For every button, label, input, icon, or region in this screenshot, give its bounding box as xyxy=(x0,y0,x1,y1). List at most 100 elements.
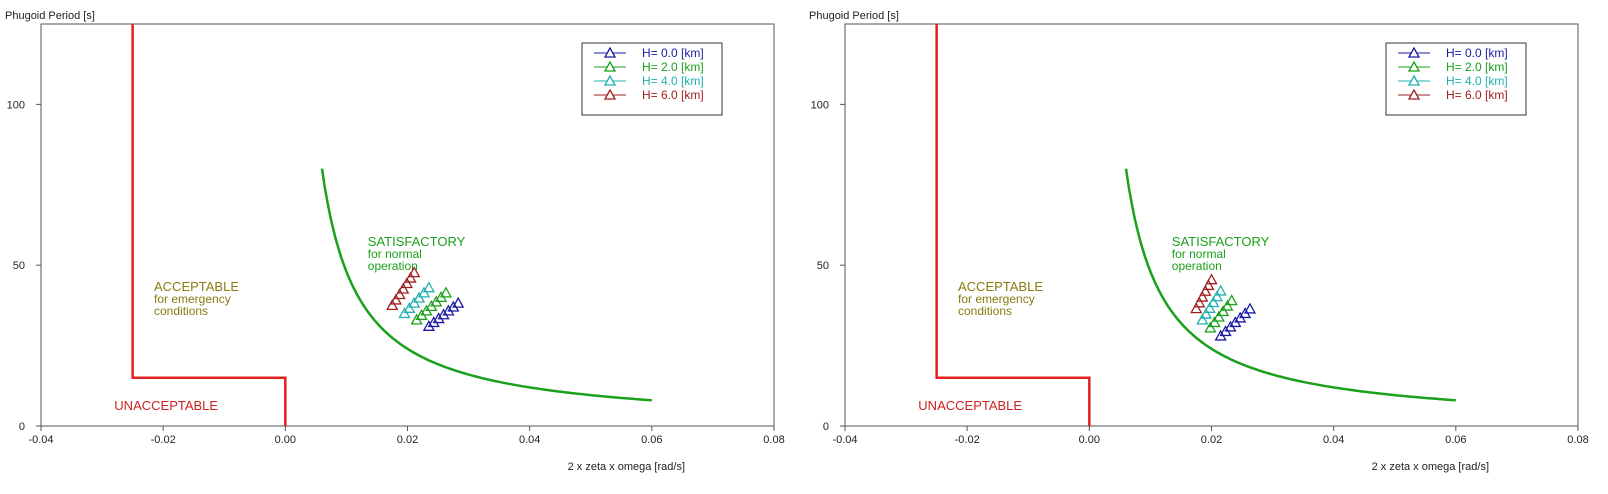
data-point-triangle xyxy=(1196,290,1209,302)
chart-svg: -0.04 -0.02 0.00 0.02 0.04 0.06 0.08 0 50 100 Phug… xyxy=(5,10,785,473)
x-tick-label: 0.00 xyxy=(275,434,296,446)
region-label-line: ACCEPTABLE xyxy=(154,279,239,294)
x-tick-label: 0.04 xyxy=(1323,434,1344,446)
y-tick-label: 50 xyxy=(817,260,829,272)
data-point-triangle xyxy=(439,286,453,298)
region-label-line: UNACCEPTABLE xyxy=(918,398,1022,413)
y-tick-label: 50 xyxy=(13,260,25,272)
region-label-line: for emergency xyxy=(154,292,231,306)
x-tick-label: -0.04 xyxy=(832,434,857,446)
x-tick-label: 0.00 xyxy=(1079,434,1100,446)
x-tick-label: 0.06 xyxy=(641,434,662,446)
region-label-line: for normal xyxy=(1172,247,1226,261)
y-tick-label: 0 xyxy=(19,421,25,433)
unacceptable-boundary-line xyxy=(131,24,287,426)
data-point-triangle xyxy=(1221,299,1234,311)
data-point-triangle xyxy=(1203,301,1216,313)
region-label-line: operation xyxy=(1172,259,1222,273)
region-label-line: conditions xyxy=(154,304,208,318)
data-point-triangle xyxy=(404,271,417,283)
data-point-triangle xyxy=(408,266,421,278)
legend-swatch-triangle xyxy=(1407,46,1421,58)
x-tick-label: -0.04 xyxy=(28,434,53,446)
legend-swatch-triangle xyxy=(1407,88,1421,100)
legend-label: H= 2.0 [km] xyxy=(1446,60,1508,74)
legend: H= 0.0 [km]H= 2.0 [km]H= 4.0 [km]H= 6.0 … xyxy=(1385,42,1527,116)
legend-swatch-triangle xyxy=(1407,74,1421,86)
data-point-triangle xyxy=(1243,302,1257,314)
y-tick-label: 0 xyxy=(823,421,829,433)
series-markers xyxy=(1214,302,1257,341)
data-point-triangle xyxy=(1205,273,1218,285)
series-markers xyxy=(1204,294,1238,333)
region-label-line: UNACCEPTABLE xyxy=(114,398,218,413)
data-point-triangle xyxy=(1217,305,1230,317)
x-tick-label: 0.08 xyxy=(763,434,784,446)
x-tick-label: 0.02 xyxy=(1201,434,1222,446)
unacceptable-boundary-line xyxy=(935,24,1091,426)
data-point-triangle xyxy=(452,296,465,308)
x-tick-label: -0.02 xyxy=(151,434,176,446)
data-point-triangle xyxy=(1193,296,1206,308)
legend-label: H= 0.0 [km] xyxy=(1446,46,1508,60)
x-axis-label: 2 x zeta x omega [rad/s] xyxy=(568,461,685,473)
region-label-line: for normal xyxy=(368,247,422,261)
satisfactory-boundary-curve xyxy=(1124,168,1456,402)
chart-panel-left: -0.04 -0.02 0.00 0.02 0.04 0.06 0.08 0 50 100 Phug… xyxy=(5,10,785,473)
chart-panel-right: -0.04 -0.02 0.00 0.02 0.04 0.06 0.08 0 50 100 Phug… xyxy=(804,0,1608,494)
data-point-triangle xyxy=(389,293,402,305)
data-point-triangle xyxy=(1208,316,1221,328)
data-point-triangle xyxy=(1190,302,1203,314)
legend-swatch-triangle xyxy=(603,46,617,58)
legend-label: H= 2.0 [km] xyxy=(642,60,704,74)
data-point-triangle xyxy=(386,299,399,311)
region-label-line: SATISFACTORY xyxy=(368,234,466,249)
x-axis-label: 2 x zeta x omega [rad/s] xyxy=(1372,461,1489,473)
legend-label: H= 6.0 [km] xyxy=(642,88,704,102)
data-point-triangle xyxy=(1202,279,1215,291)
region-label-line: operation xyxy=(368,259,418,273)
y-tick-label: 100 xyxy=(7,99,25,111)
region-label: UNACCEPTABLE xyxy=(114,398,218,413)
data-point-triangle xyxy=(1196,313,1209,325)
legend-swatch-triangle xyxy=(1407,60,1421,72)
region-label-line: conditions xyxy=(958,304,1012,318)
data-point-triangle xyxy=(1214,284,1227,296)
data-point-triangle xyxy=(1212,310,1225,322)
series-markers xyxy=(1196,284,1227,325)
series-markers xyxy=(410,286,453,325)
legend-label: H= 6.0 [km] xyxy=(1446,88,1508,102)
x-tick-label: 0.04 xyxy=(519,434,540,446)
legend-label: H= 4.0 [km] xyxy=(1446,74,1508,88)
data-point-triangle xyxy=(422,281,435,293)
y-tick-label: 100 xyxy=(811,99,829,111)
data-point-triangle xyxy=(1199,284,1212,296)
legend-swatch-triangle xyxy=(603,88,617,100)
data-point-triangle xyxy=(393,288,406,300)
series-markers xyxy=(1190,273,1218,314)
y-axis-label: Phugoid Period [s] xyxy=(809,10,899,22)
data-point-triangle xyxy=(397,282,410,294)
data-point-triangle xyxy=(1204,321,1217,333)
x-tick-label: 0.08 xyxy=(1567,434,1588,446)
data-point-triangle xyxy=(1199,307,1213,319)
legend: H= 0.0 [km]H= 2.0 [km]H= 4.0 [km]H= 6.0 … xyxy=(581,42,723,116)
x-tick-label: -0.02 xyxy=(955,434,980,446)
x-tick-label: 0.06 xyxy=(1445,434,1466,446)
legend-swatch-triangle xyxy=(603,60,617,72)
legend-box xyxy=(1385,42,1527,116)
series-markers xyxy=(398,281,435,319)
data-point-triangle xyxy=(1225,294,1238,306)
series-markers xyxy=(386,266,421,311)
chart-svg: -0.04 -0.02 0.00 0.02 0.04 0.06 0.08 0 50 100 Phug… xyxy=(809,10,1589,473)
series-markers xyxy=(422,296,465,331)
legend-swatch-triangle xyxy=(603,74,617,86)
region-label: UNACCEPTABLE xyxy=(918,398,1022,413)
legend-box xyxy=(581,42,723,116)
region-label-line: for emergency xyxy=(958,292,1035,306)
legend-label: H= 4.0 [km] xyxy=(642,74,704,88)
